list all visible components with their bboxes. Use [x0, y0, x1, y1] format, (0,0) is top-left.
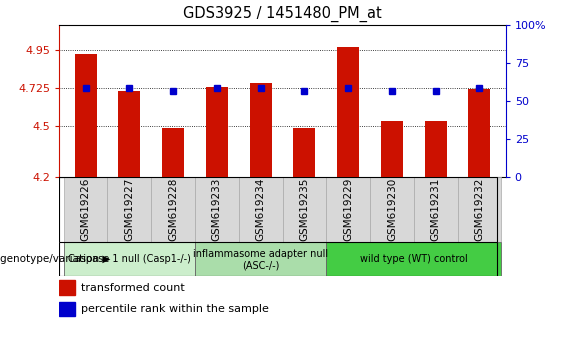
Bar	[468, 89, 490, 177]
Text: percentile rank within the sample: percentile rank within the sample	[81, 304, 268, 314]
Bar	[59, 280, 75, 295]
Bar	[59, 302, 75, 316]
Text: GSM619228: GSM619228	[168, 178, 178, 241]
Bar	[458, 177, 501, 242]
Bar	[151, 177, 195, 242]
Text: Caspase 1 null (Casp1-/-): Caspase 1 null (Casp1-/-)	[68, 254, 191, 264]
Bar	[162, 128, 184, 177]
Bar	[293, 128, 315, 177]
Bar	[206, 87, 228, 177]
Bar	[381, 121, 403, 177]
Text: GSM619233: GSM619233	[212, 178, 222, 241]
Text: inflammasome adapter null
(ASC-/-): inflammasome adapter null (ASC-/-)	[193, 249, 328, 270]
Bar	[239, 177, 282, 242]
Bar	[75, 53, 97, 177]
Bar	[64, 177, 107, 242]
Bar	[64, 242, 195, 276]
Text: GSM619232: GSM619232	[475, 178, 484, 241]
Text: transformed count: transformed count	[81, 283, 185, 293]
Bar	[370, 177, 414, 242]
Bar	[107, 177, 151, 242]
Text: GSM619231: GSM619231	[431, 178, 441, 241]
Bar	[282, 177, 326, 242]
Bar	[414, 177, 458, 242]
Bar	[195, 242, 326, 276]
Text: genotype/variation ▶: genotype/variation ▶	[0, 254, 110, 264]
Bar	[326, 242, 501, 276]
Text: GSM619226: GSM619226	[81, 178, 90, 241]
Title: GDS3925 / 1451480_PM_at: GDS3925 / 1451480_PM_at	[183, 6, 382, 22]
Text: GSM619235: GSM619235	[299, 178, 310, 241]
Bar	[119, 91, 140, 177]
Bar	[195, 177, 239, 242]
Bar	[326, 177, 370, 242]
Text: GSM619229: GSM619229	[343, 178, 353, 241]
Bar	[250, 83, 272, 177]
Text: GSM619234: GSM619234	[255, 178, 266, 241]
Text: GSM619227: GSM619227	[124, 178, 134, 241]
Bar	[337, 47, 359, 177]
Text: wild type (WT) control: wild type (WT) control	[360, 254, 468, 264]
Bar	[425, 121, 446, 177]
Text: GSM619230: GSM619230	[387, 178, 397, 241]
